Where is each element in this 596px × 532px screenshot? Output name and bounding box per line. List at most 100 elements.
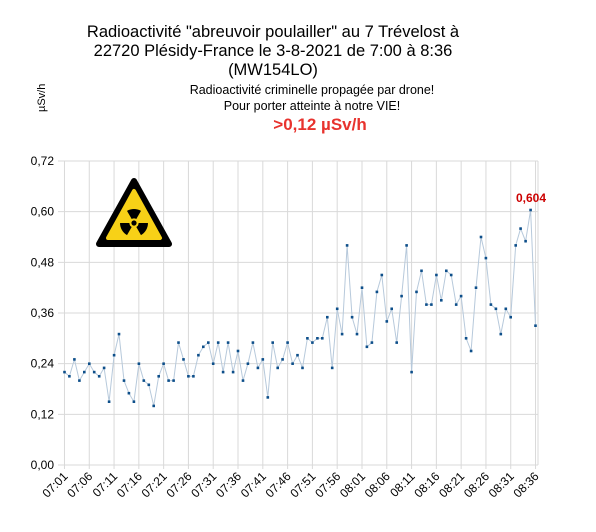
data-point	[484, 256, 488, 260]
alert-threshold-label: >0,12 µSv/h	[273, 115, 366, 134]
data-point	[474, 286, 478, 289]
data-point	[410, 370, 413, 374]
data-point	[157, 375, 160, 378]
data-point	[370, 341, 374, 344]
data-point	[147, 383, 151, 387]
data-point	[122, 379, 126, 382]
data-point	[296, 353, 299, 357]
data-point	[117, 332, 121, 336]
data-point	[415, 290, 418, 294]
data-point	[246, 362, 250, 365]
series-polyline	[64, 209, 536, 407]
data-point	[350, 315, 354, 319]
data-point	[241, 379, 245, 382]
data-point	[63, 370, 66, 374]
data-point	[73, 358, 76, 361]
data-point	[127, 391, 131, 395]
x-tick-label: 07:46	[263, 469, 294, 500]
data-point	[514, 244, 517, 247]
x-tick-label: 08:26	[461, 469, 492, 500]
data-point	[360, 286, 364, 289]
data-point	[286, 341, 289, 344]
x-tick-label: 08:31	[486, 469, 517, 500]
x-tick-label: 07:31	[188, 469, 219, 500]
data-point	[132, 400, 136, 403]
data-point	[301, 366, 304, 370]
data-point	[92, 370, 96, 374]
data-point	[251, 341, 255, 344]
data-point	[271, 341, 274, 344]
x-tick-label: 07:51	[287, 469, 318, 500]
data-point	[534, 324, 537, 327]
data-point	[88, 362, 91, 365]
data-point	[261, 358, 265, 361]
y-axis-label: µSv/h	[36, 84, 48, 112]
x-tick-label: 08:21	[436, 469, 467, 500]
data-point	[330, 366, 334, 370]
x-tick-label: 08:01	[337, 469, 368, 500]
data-point	[340, 332, 344, 336]
data-point	[430, 303, 433, 306]
y-tick-label: 0,72	[31, 154, 55, 168]
subtitle-line-2: Pour porter atteinte à notre VIE!	[224, 99, 401, 113]
x-tick-label: 07:41	[238, 469, 269, 500]
x-tick-label: 07:21	[139, 469, 170, 500]
data-point	[167, 379, 170, 382]
data-point	[291, 362, 294, 365]
data-point	[221, 370, 225, 374]
data-point	[68, 375, 71, 378]
data-point	[187, 375, 190, 378]
data-point	[499, 332, 503, 336]
x-tick-label: 07:56	[312, 469, 343, 500]
chart-title: Radioactivité "abreuvoir poulailler" au …	[87, 23, 460, 79]
data-point	[112, 353, 116, 357]
data-point	[162, 362, 165, 365]
data-point	[142, 379, 146, 382]
data-point	[435, 273, 438, 277]
data-point	[107, 400, 111, 403]
x-tick-label: 07:26	[163, 469, 194, 500]
data-point	[509, 315, 512, 319]
data-point	[524, 239, 527, 243]
data-point	[281, 358, 284, 361]
x-tick-label: 08:36	[511, 469, 542, 500]
data-point	[464, 337, 468, 340]
data-point	[494, 307, 498, 311]
data-point	[177, 341, 180, 344]
series-line	[64, 209, 536, 407]
data-point	[445, 269, 448, 273]
radiation-warning-icon	[96, 178, 172, 247]
data-point	[266, 396, 270, 399]
x-tick-label: 07:06	[64, 469, 95, 500]
data-point	[405, 244, 408, 247]
data-point	[345, 244, 349, 247]
title-line-3: (MW154LO)	[228, 61, 318, 79]
x-tick-label: 07:01	[39, 469, 70, 500]
x-tick-label: 07:11	[90, 469, 121, 500]
series-points	[63, 208, 537, 408]
data-point	[102, 366, 106, 370]
x-tick-label: 08:06	[362, 469, 393, 500]
x-tick-label: 08:16	[411, 469, 442, 500]
x-tick-label: 08:11	[387, 469, 418, 500]
data-point	[202, 345, 205, 349]
data-point	[469, 349, 473, 353]
data-point	[321, 337, 324, 340]
x-tick-label: 07:16	[114, 469, 145, 500]
y-tick-label: 0,48	[31, 255, 55, 269]
data-point	[385, 320, 389, 323]
x-tick-label: 07:36	[213, 469, 244, 500]
data-point	[137, 362, 141, 365]
data-point	[216, 341, 220, 344]
data-point	[226, 341, 230, 344]
data-point	[152, 404, 155, 408]
data-point	[335, 307, 339, 311]
data-point	[489, 303, 493, 306]
data-point	[440, 299, 443, 302]
data-point	[326, 315, 329, 319]
data-point	[306, 337, 309, 340]
data-point	[236, 349, 240, 353]
data-point	[420, 269, 423, 273]
data-point	[400, 294, 403, 298]
